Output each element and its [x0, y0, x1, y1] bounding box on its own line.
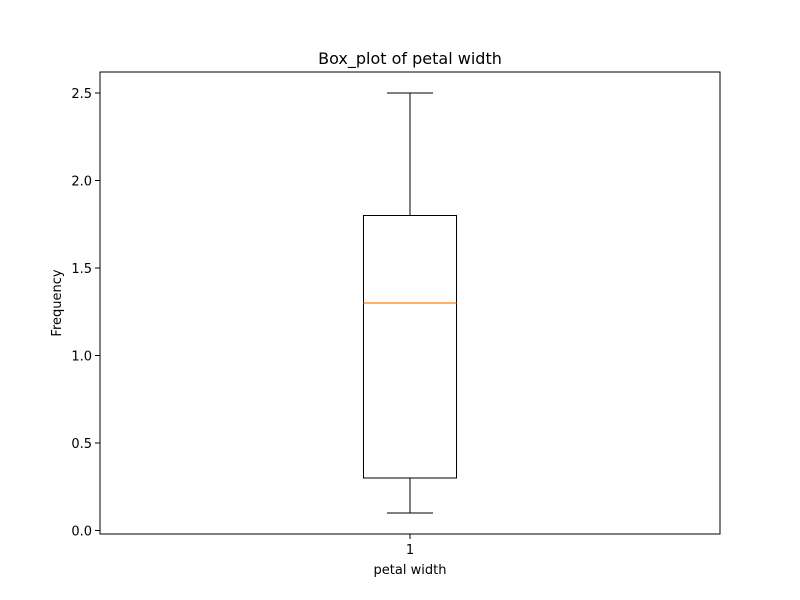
iqr-box [363, 215, 457, 479]
x-tick-label: 1 [406, 543, 414, 558]
box-series [363, 92, 457, 514]
chart-title: Box_plot of petal width [318, 49, 502, 69]
y-axis: 0.0 0.5 1.0 1.5 2.0 2.5 [71, 87, 100, 540]
y-tick-label: 2.5 [71, 87, 92, 102]
y-tick-label: 1.0 [71, 350, 92, 365]
y-tick-label: 1.5 [71, 262, 92, 277]
y-tick-label: 0.0 [71, 525, 92, 540]
x-axis: 1 [406, 534, 414, 558]
x-axis-label: petal width [374, 563, 447, 578]
y-axis-label: Frequency [50, 269, 65, 336]
y-tick-label: 2.0 [71, 175, 92, 190]
y-tick-label: 0.5 [71, 437, 92, 452]
